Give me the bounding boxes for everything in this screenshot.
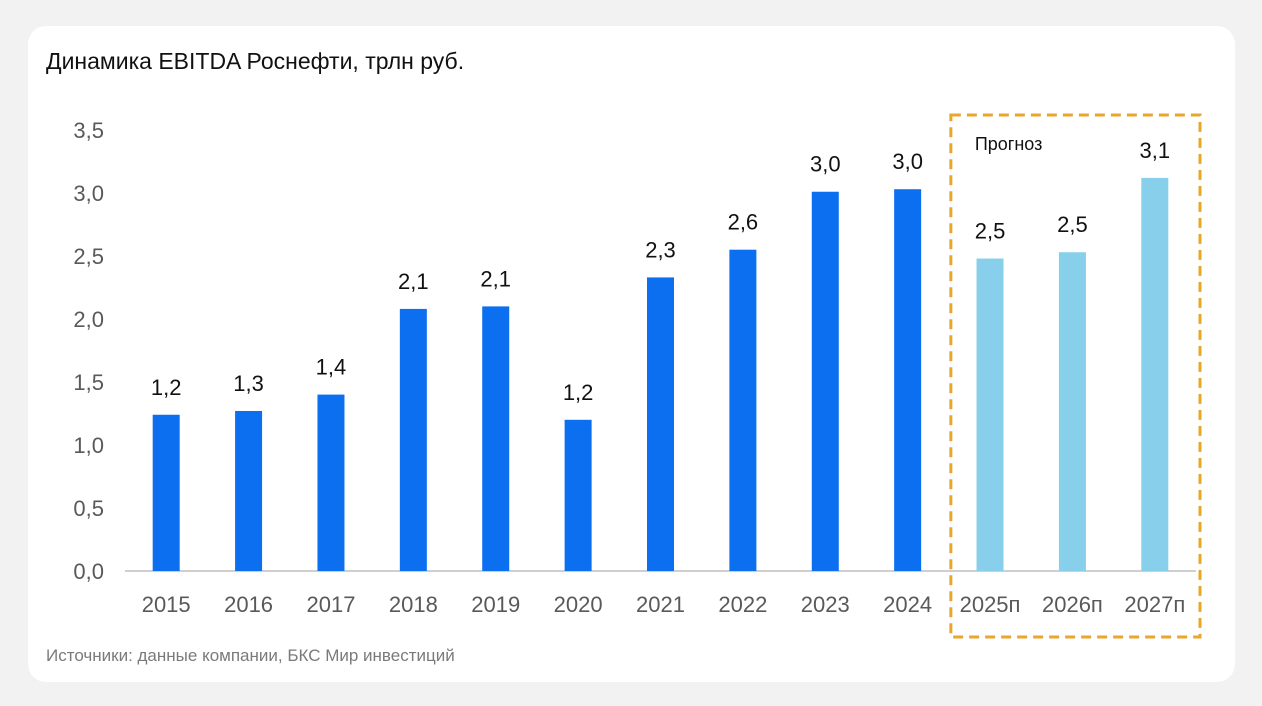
x-tick-label: 2027п <box>1124 592 1185 617</box>
bar <box>564 419 592 571</box>
data-label: 1,2 <box>563 380 594 405</box>
y-tick-label: 0,0 <box>73 559 104 584</box>
data-label: 1,2 <box>151 375 182 400</box>
x-tick-label: 2022 <box>718 592 767 617</box>
source-note: Источники: данные компании, БКС Мир инве… <box>46 646 455 665</box>
x-tick-label: 2018 <box>389 592 438 617</box>
data-labels-group: 1,2 1,3 1,4 2,1 2,1 1,2 2,3 2,6 3,0 3,0 2,5 2,5 3,1 <box>151 138 1170 405</box>
data-label: 1,4 <box>316 355 347 380</box>
data-label: 2,1 <box>398 269 429 294</box>
bar <box>894 189 922 571</box>
x-tick-label: 2026п <box>1042 592 1103 617</box>
x-axis-ticks: 2015 2016 2017 2018 2019 2020 2021 2022 2023 2024… <box>142 592 1186 617</box>
y-tick-label: 2,0 <box>73 307 104 332</box>
y-tick-label: 3,5 <box>73 118 104 143</box>
bar <box>1058 252 1086 571</box>
forecast-box-group: Прогноз <box>949 113 1202 639</box>
data-label: 3,1 <box>1140 138 1171 163</box>
chart-card: Динамика EBITDA Роснефти, трлн руб. 0,0 0… <box>28 26 1235 682</box>
data-label: 2,5 <box>1057 212 1088 237</box>
y-tick-label: 1,5 <box>73 370 104 395</box>
x-tick-label: 2020 <box>554 592 603 617</box>
bar <box>811 191 839 572</box>
forecast-box-label: Прогноз <box>975 134 1043 154</box>
data-label: 3,0 <box>892 149 923 174</box>
x-tick-label: 2025п <box>960 592 1021 617</box>
x-tick-label: 2021 <box>636 592 685 617</box>
data-label: 3,0 <box>810 152 841 177</box>
x-tick-label: 2015 <box>142 592 191 617</box>
data-label: 2,6 <box>728 210 759 235</box>
y-tick-label: 0,5 <box>73 496 104 521</box>
bar-chart: 0,00,51,01,52,02,53,03,5 2015 2016 2017 201… <box>73 113 1202 639</box>
bar <box>317 394 345 571</box>
y-tick-label: 2,5 <box>73 244 104 269</box>
y-tick-label: 1,0 <box>73 433 104 458</box>
bar <box>235 410 263 571</box>
y-tick-label: 3,0 <box>73 181 104 206</box>
x-tick-label: 2019 <box>471 592 520 617</box>
data-label: 1,3 <box>233 371 264 396</box>
bar <box>399 308 427 571</box>
x-tick-label: 2017 <box>306 592 355 617</box>
x-tick-label: 2024 <box>883 592 932 617</box>
x-tick-label: 2016 <box>224 592 273 617</box>
bar <box>976 258 1004 571</box>
bar <box>482 306 510 571</box>
data-label: 2,3 <box>645 237 676 262</box>
data-label: 2,5 <box>975 219 1006 244</box>
y-axis-ticks: 0,0 0,5 1,0 1,5 2,0 2,5 3,0 3,5 <box>73 118 1196 584</box>
data-label: 2,1 <box>480 266 511 291</box>
bars-group <box>152 177 1169 572</box>
x-tick-label: 2023 <box>801 592 850 617</box>
forecast-box <box>949 113 1202 639</box>
bar <box>152 414 180 571</box>
bar <box>647 277 674 571</box>
bar <box>1141 177 1169 571</box>
chart-title: Динамика EBITDA Роснефти, трлн руб. <box>46 48 465 74</box>
bar <box>729 249 757 571</box>
